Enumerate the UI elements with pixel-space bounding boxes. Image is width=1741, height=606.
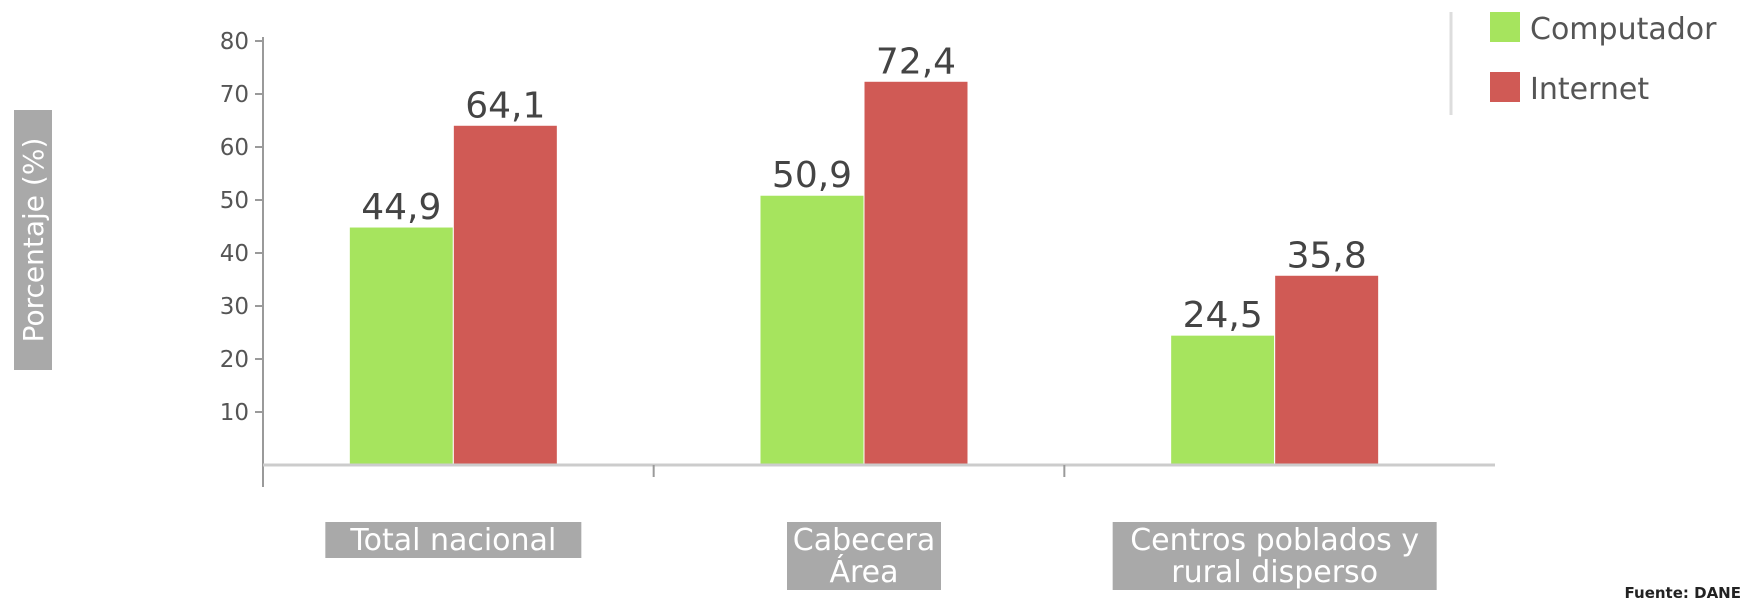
y-tick-label: 30 bbox=[220, 294, 249, 320]
legend-swatch-internet bbox=[1490, 72, 1520, 102]
y-tick-label: 10 bbox=[220, 400, 249, 426]
y-tick-label: 50 bbox=[220, 188, 249, 214]
x-category-label-text: rural disperso bbox=[1171, 555, 1378, 590]
data-label: 35,8 bbox=[1287, 235, 1367, 276]
x-category-label-text: Cabecera bbox=[793, 523, 936, 558]
data-label: 64,1 bbox=[465, 85, 545, 126]
bar-computador bbox=[760, 195, 864, 465]
x-category-label-text: Centros poblados y bbox=[1130, 523, 1419, 558]
data-label: 24,5 bbox=[1183, 295, 1263, 336]
legend: Computador Internet bbox=[1451, 12, 1717, 115]
y-tick-label: 70 bbox=[220, 82, 249, 108]
bar-internet bbox=[864, 81, 968, 465]
legend-label: Computador bbox=[1530, 12, 1717, 47]
source-note: Fuente: DANE bbox=[1625, 584, 1741, 602]
data-label: 44,9 bbox=[361, 187, 441, 228]
bar-computador bbox=[1171, 335, 1275, 465]
bars-group: 44,9 50,9 24,5 64,1 72,4 35,8 bbox=[349, 41, 1378, 465]
data-label: 50,9 bbox=[772, 155, 852, 196]
bar-internet bbox=[453, 125, 557, 465]
bar-internet bbox=[1275, 275, 1379, 465]
y-tick-label: 60 bbox=[220, 135, 249, 161]
data-label: 72,4 bbox=[876, 41, 956, 82]
bar-computador bbox=[349, 227, 453, 465]
y-tick-label: 20 bbox=[220, 347, 249, 373]
x-category-label-text: Total nacional bbox=[349, 523, 556, 558]
legend-label: Internet bbox=[1530, 72, 1649, 107]
y-axis-title: Porcentaje (%) bbox=[14, 110, 52, 370]
legend-swatch-computador bbox=[1490, 12, 1520, 42]
x-category-label: Total nacional bbox=[325, 522, 581, 558]
x-category-label-text: Área bbox=[829, 554, 898, 590]
y-axis: 10 20 30 40 50 60 70 80 bbox=[220, 29, 263, 487]
y-axis-title-text: Porcentaje (%) bbox=[17, 138, 50, 343]
y-tick-label: 40 bbox=[220, 241, 249, 267]
y-tick-label: 80 bbox=[220, 29, 249, 55]
